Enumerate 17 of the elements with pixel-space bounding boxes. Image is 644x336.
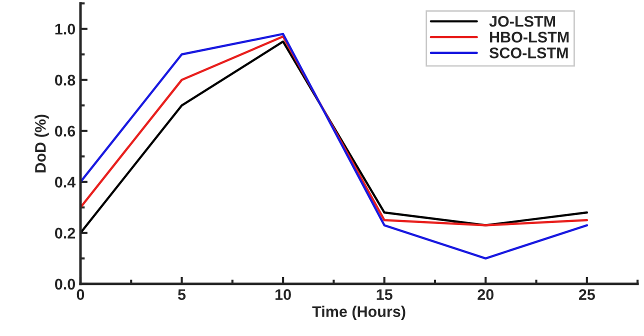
x-tick-label: 20 [478, 289, 494, 300]
x-tick-label: 15 [376, 289, 392, 300]
y-tick-label: 0.4 [55, 176, 76, 188]
y-tick-label: 0.6 [55, 126, 76, 137]
legend-label: HBO-LSTM [490, 32, 569, 43]
x-tick-label: 5 [178, 289, 186, 300]
y-axis-title: DoD (%) [34, 114, 49, 172]
y-tick-label: 0.0 [55, 278, 76, 290]
x-axis-title: Time (Hours) [312, 306, 406, 320]
x-tick-label: 10 [276, 289, 291, 300]
legend-label: SCO-LSTM [489, 48, 568, 58]
legend-label: JO-LSTM [489, 16, 556, 27]
y-tick-label: 1.0 [55, 24, 76, 35]
y-tick-label: 0.2 [55, 228, 76, 239]
x-tick-label: 25 [578, 289, 595, 300]
x-tick-label: 0 [76, 289, 84, 300]
y-tick-label: 0.8 [55, 74, 76, 86]
